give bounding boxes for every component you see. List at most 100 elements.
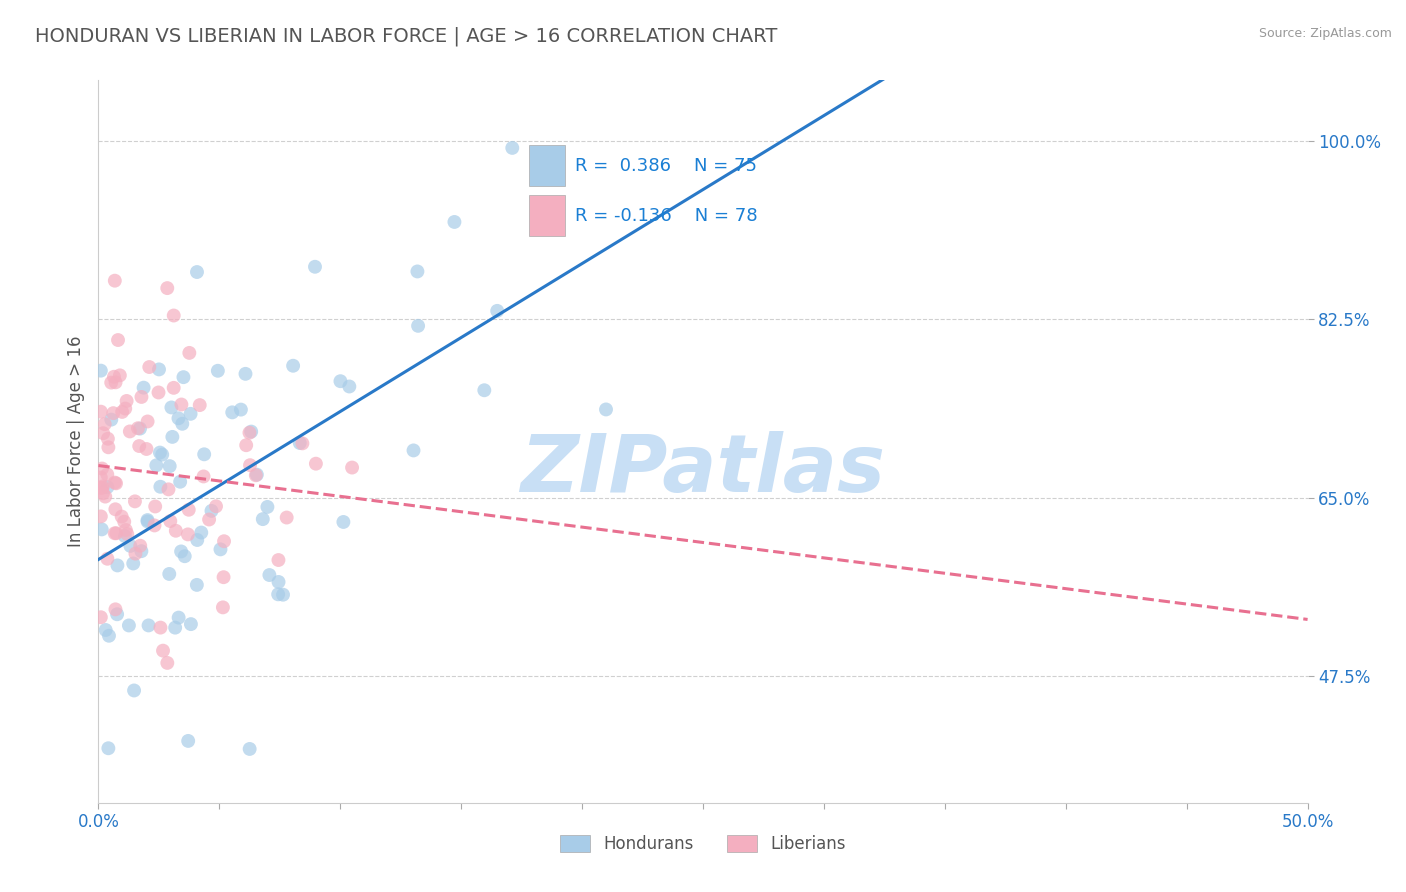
Point [152,643,174,657]
Point [136,515,159,529]
Text: Source: ZipAtlas.com: Source: ZipAtlas.com [1258,27,1392,40]
Point [163,309,186,323]
Point [136,414,159,428]
Point [240,425,263,439]
Point [165,621,187,635]
Point [127,421,149,435]
Point [276,510,298,524]
Point [93,417,115,431]
Point [305,457,328,471]
Y-axis label: In Labor Force | Age > 16: In Labor Force | Age > 16 [66,335,84,548]
Point [186,578,208,592]
Point [91,461,114,475]
Point [486,304,509,318]
Point [148,362,170,376]
Point [135,442,157,456]
Point [124,494,146,508]
Point [177,734,200,748]
Point [245,468,267,483]
Point [332,515,354,529]
Point [304,260,326,274]
Point [165,524,187,538]
Point [96,467,118,482]
Point [104,502,127,516]
Point [90,610,112,624]
Point [173,549,195,564]
Point [149,621,172,635]
Point [256,500,278,514]
Point [103,406,125,420]
Point [159,514,181,528]
Point [329,374,352,388]
Point [120,539,142,553]
Point [443,215,465,229]
Point [138,359,160,374]
Point [259,568,281,582]
Legend: Hondurans, Liberians: Hondurans, Liberians [554,828,852,860]
Point [104,526,127,541]
Point [94,490,117,504]
Point [100,376,122,390]
Point [170,544,193,558]
Point [105,607,128,622]
Point [115,394,138,409]
Point [114,401,136,416]
Point [533,169,555,183]
Point [501,141,523,155]
Point [115,523,138,537]
Point [97,440,120,454]
Point [96,480,118,494]
Point [169,475,191,489]
Point [238,425,260,440]
Point [138,618,160,632]
Point [157,566,180,581]
Point [190,525,212,540]
Point [159,459,181,474]
Point [177,527,200,541]
Point [104,602,127,616]
Point [472,383,495,397]
Point [167,411,190,425]
Point [114,529,136,543]
Point [340,460,363,475]
Point [122,557,145,571]
Text: R =  0.386    N = 75: R = 0.386 N = 75 [575,157,758,175]
Point [163,381,186,395]
Point [122,683,145,698]
Point [91,486,114,500]
Point [143,518,166,533]
Point [288,436,311,450]
Point [118,425,141,439]
Point [107,333,129,347]
Point [246,467,269,482]
Point [212,600,235,615]
Point [112,515,135,529]
Point [91,481,114,495]
Point [235,438,257,452]
Point [105,526,128,541]
Point [160,401,183,415]
Point [105,476,128,491]
Point [156,281,179,295]
Point [239,458,262,472]
Point [107,558,129,573]
Point [180,407,202,421]
Point [207,364,229,378]
Point [136,513,159,527]
Point [156,656,179,670]
Point [94,623,117,637]
Point [188,398,211,412]
Point [91,479,114,493]
Point [172,417,194,431]
Point [111,509,134,524]
Point [104,274,127,288]
Point [267,587,290,601]
Point [212,570,235,584]
Point [90,364,112,378]
Point [177,502,200,516]
Point [406,318,429,333]
Text: ZIPatlas: ZIPatlas [520,432,886,509]
Point [128,439,150,453]
Point [198,512,221,526]
Point [118,618,141,632]
